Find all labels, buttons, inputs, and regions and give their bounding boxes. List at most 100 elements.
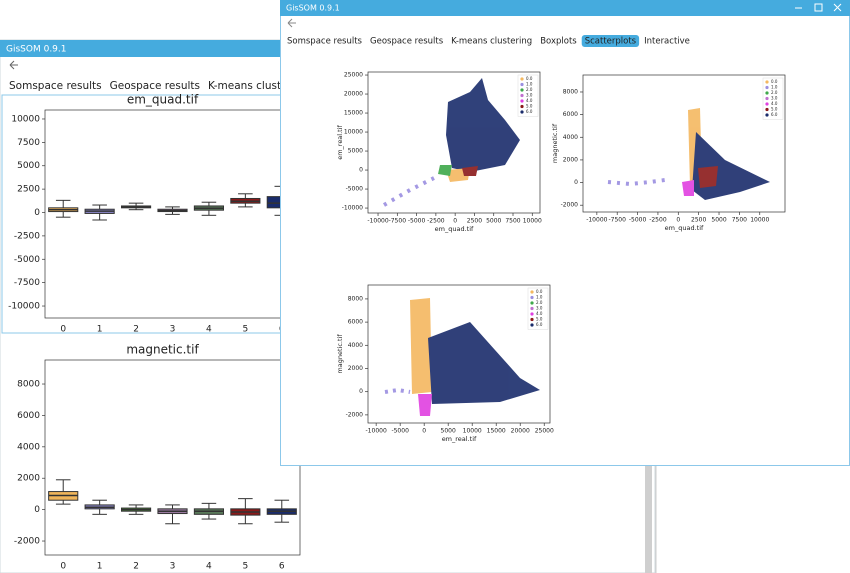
maximize-button[interactable] xyxy=(814,3,823,12)
tab[interactable]: Scatterplots xyxy=(585,37,637,47)
y-tick-label: -5000 xyxy=(346,186,364,193)
x-tick-label: 15000 xyxy=(487,428,506,435)
legend-marker xyxy=(530,323,534,327)
active-tab xyxy=(581,35,640,47)
title-bar xyxy=(280,0,850,16)
point-clouds xyxy=(382,78,770,416)
plot-title: magnetic.tif xyxy=(126,343,199,357)
y-tick-label: 0 xyxy=(34,208,40,218)
legend-marker xyxy=(765,91,769,95)
legend-marker xyxy=(530,295,534,300)
y-tick-label: 0 xyxy=(359,388,363,395)
x-axis-label: em_real.tif xyxy=(442,435,477,443)
legend-label: 2.0 xyxy=(536,300,543,305)
point-cloud xyxy=(418,394,432,416)
legend-label: 0.0 xyxy=(771,79,778,84)
x-tick-label: 7500 xyxy=(505,218,520,225)
x-tick-label: 20000 xyxy=(511,428,530,435)
y-tick-label: 8000 xyxy=(17,380,40,390)
tab[interactable]: Somspace results xyxy=(9,80,102,92)
y-tick-label: 2000 xyxy=(348,365,363,372)
x-tick-label: 1 xyxy=(97,325,103,335)
back-button[interactable] xyxy=(287,18,296,28)
y-tick-label: 2500 xyxy=(17,185,40,195)
x-tick-label: 6 xyxy=(279,562,285,572)
y-tick-label: 8000 xyxy=(348,295,363,302)
y-tick-label: 15000 xyxy=(344,110,363,117)
y-tick-label: -10000 xyxy=(342,205,363,212)
x-tick-label: 2500 xyxy=(691,217,706,224)
tab[interactable]: Interactive xyxy=(644,37,690,47)
legend-marker xyxy=(765,113,769,117)
front-window xyxy=(280,0,850,466)
legend-label: 1.0 xyxy=(536,295,543,300)
y-tick-label: 4000 xyxy=(348,342,363,349)
y-tick-label: 2000 xyxy=(563,156,578,163)
legend-marker xyxy=(765,107,769,112)
point-cloud xyxy=(698,166,718,188)
tab[interactable]: Geospace results xyxy=(370,37,444,47)
x-tick-label: 5 xyxy=(242,325,248,335)
window-title: GisSOM 0.9.1 xyxy=(6,45,67,55)
x-tick-label: 0 xyxy=(453,218,457,225)
x-tick-label: -7500 xyxy=(389,218,407,225)
point-cloud xyxy=(607,178,666,187)
x-tick-label: 10000 xyxy=(463,428,482,435)
x-tick-label: -10000 xyxy=(366,428,387,435)
y-tick-label: 0 xyxy=(359,167,363,174)
legend-label: 2.0 xyxy=(526,87,533,92)
x-tick-label: -2500 xyxy=(427,218,445,225)
point-cloud xyxy=(446,78,520,172)
back-button[interactable] xyxy=(9,60,18,70)
y-tick-label: 8000 xyxy=(563,88,578,95)
x-tick-label: 5000 xyxy=(711,217,726,224)
x-tick-label: 2500 xyxy=(467,218,482,225)
y-tick-label: -5000 xyxy=(14,255,40,265)
point-cloud xyxy=(682,180,694,196)
scrollbar[interactable] xyxy=(645,465,652,573)
legend-label: 5.0 xyxy=(526,104,533,109)
window-title: GisSOM 0.9.1 xyxy=(286,4,340,13)
y-tick-label: 4000 xyxy=(17,442,40,452)
x-tick-label: -7500 xyxy=(608,217,626,224)
y-tick-label: -2000 xyxy=(14,537,40,547)
x-tick-label: 4 xyxy=(206,325,212,335)
tab[interactable]: Somspace results xyxy=(287,37,363,47)
y-tick-label: -2500 xyxy=(14,231,40,241)
x-tick-label: -5000 xyxy=(408,218,426,225)
y-tick-label: -7500 xyxy=(14,278,40,288)
legend-label: 3.0 xyxy=(771,96,778,101)
x-tick-label: -10000 xyxy=(586,217,607,224)
axes-frame xyxy=(582,74,786,213)
point-cloud xyxy=(428,322,540,404)
tab[interactable]: K-means clustering xyxy=(451,37,532,47)
x-tick-label: 4 xyxy=(206,562,212,572)
x-tick-label: 10000 xyxy=(750,217,769,224)
legend-label: 0.0 xyxy=(526,76,533,81)
x-tick-label: 0 xyxy=(676,217,680,224)
tab[interactable]: Geospace results xyxy=(110,80,200,92)
tab[interactable]: Boxplots xyxy=(540,37,577,47)
y-tick-label: -2000 xyxy=(561,202,579,209)
legend-label: 6.0 xyxy=(526,109,533,114)
close-button[interactable] xyxy=(833,3,842,12)
x-tick-label: -2500 xyxy=(649,217,667,224)
axes-frame xyxy=(367,284,551,424)
y-tick-label: 0 xyxy=(574,179,578,186)
legend-marker xyxy=(520,77,524,81)
y-tick-label: 5000 xyxy=(17,161,40,171)
legend-marker xyxy=(520,88,524,92)
legend-label: 5.0 xyxy=(771,107,778,112)
legend-marker xyxy=(520,93,524,98)
x-tick-label: 5000 xyxy=(441,428,456,435)
legend-label: 1.0 xyxy=(771,85,778,90)
legend-label: 6.0 xyxy=(771,112,778,117)
legend-label: 4.0 xyxy=(526,98,533,103)
x-tick-label: 0 xyxy=(60,325,66,335)
y-tick-label: 10000 xyxy=(344,129,363,136)
y-axis-label: magnetic.tif xyxy=(551,123,559,163)
legend-marker xyxy=(765,102,769,106)
legend-marker xyxy=(765,80,769,84)
legend-marker xyxy=(530,290,534,294)
